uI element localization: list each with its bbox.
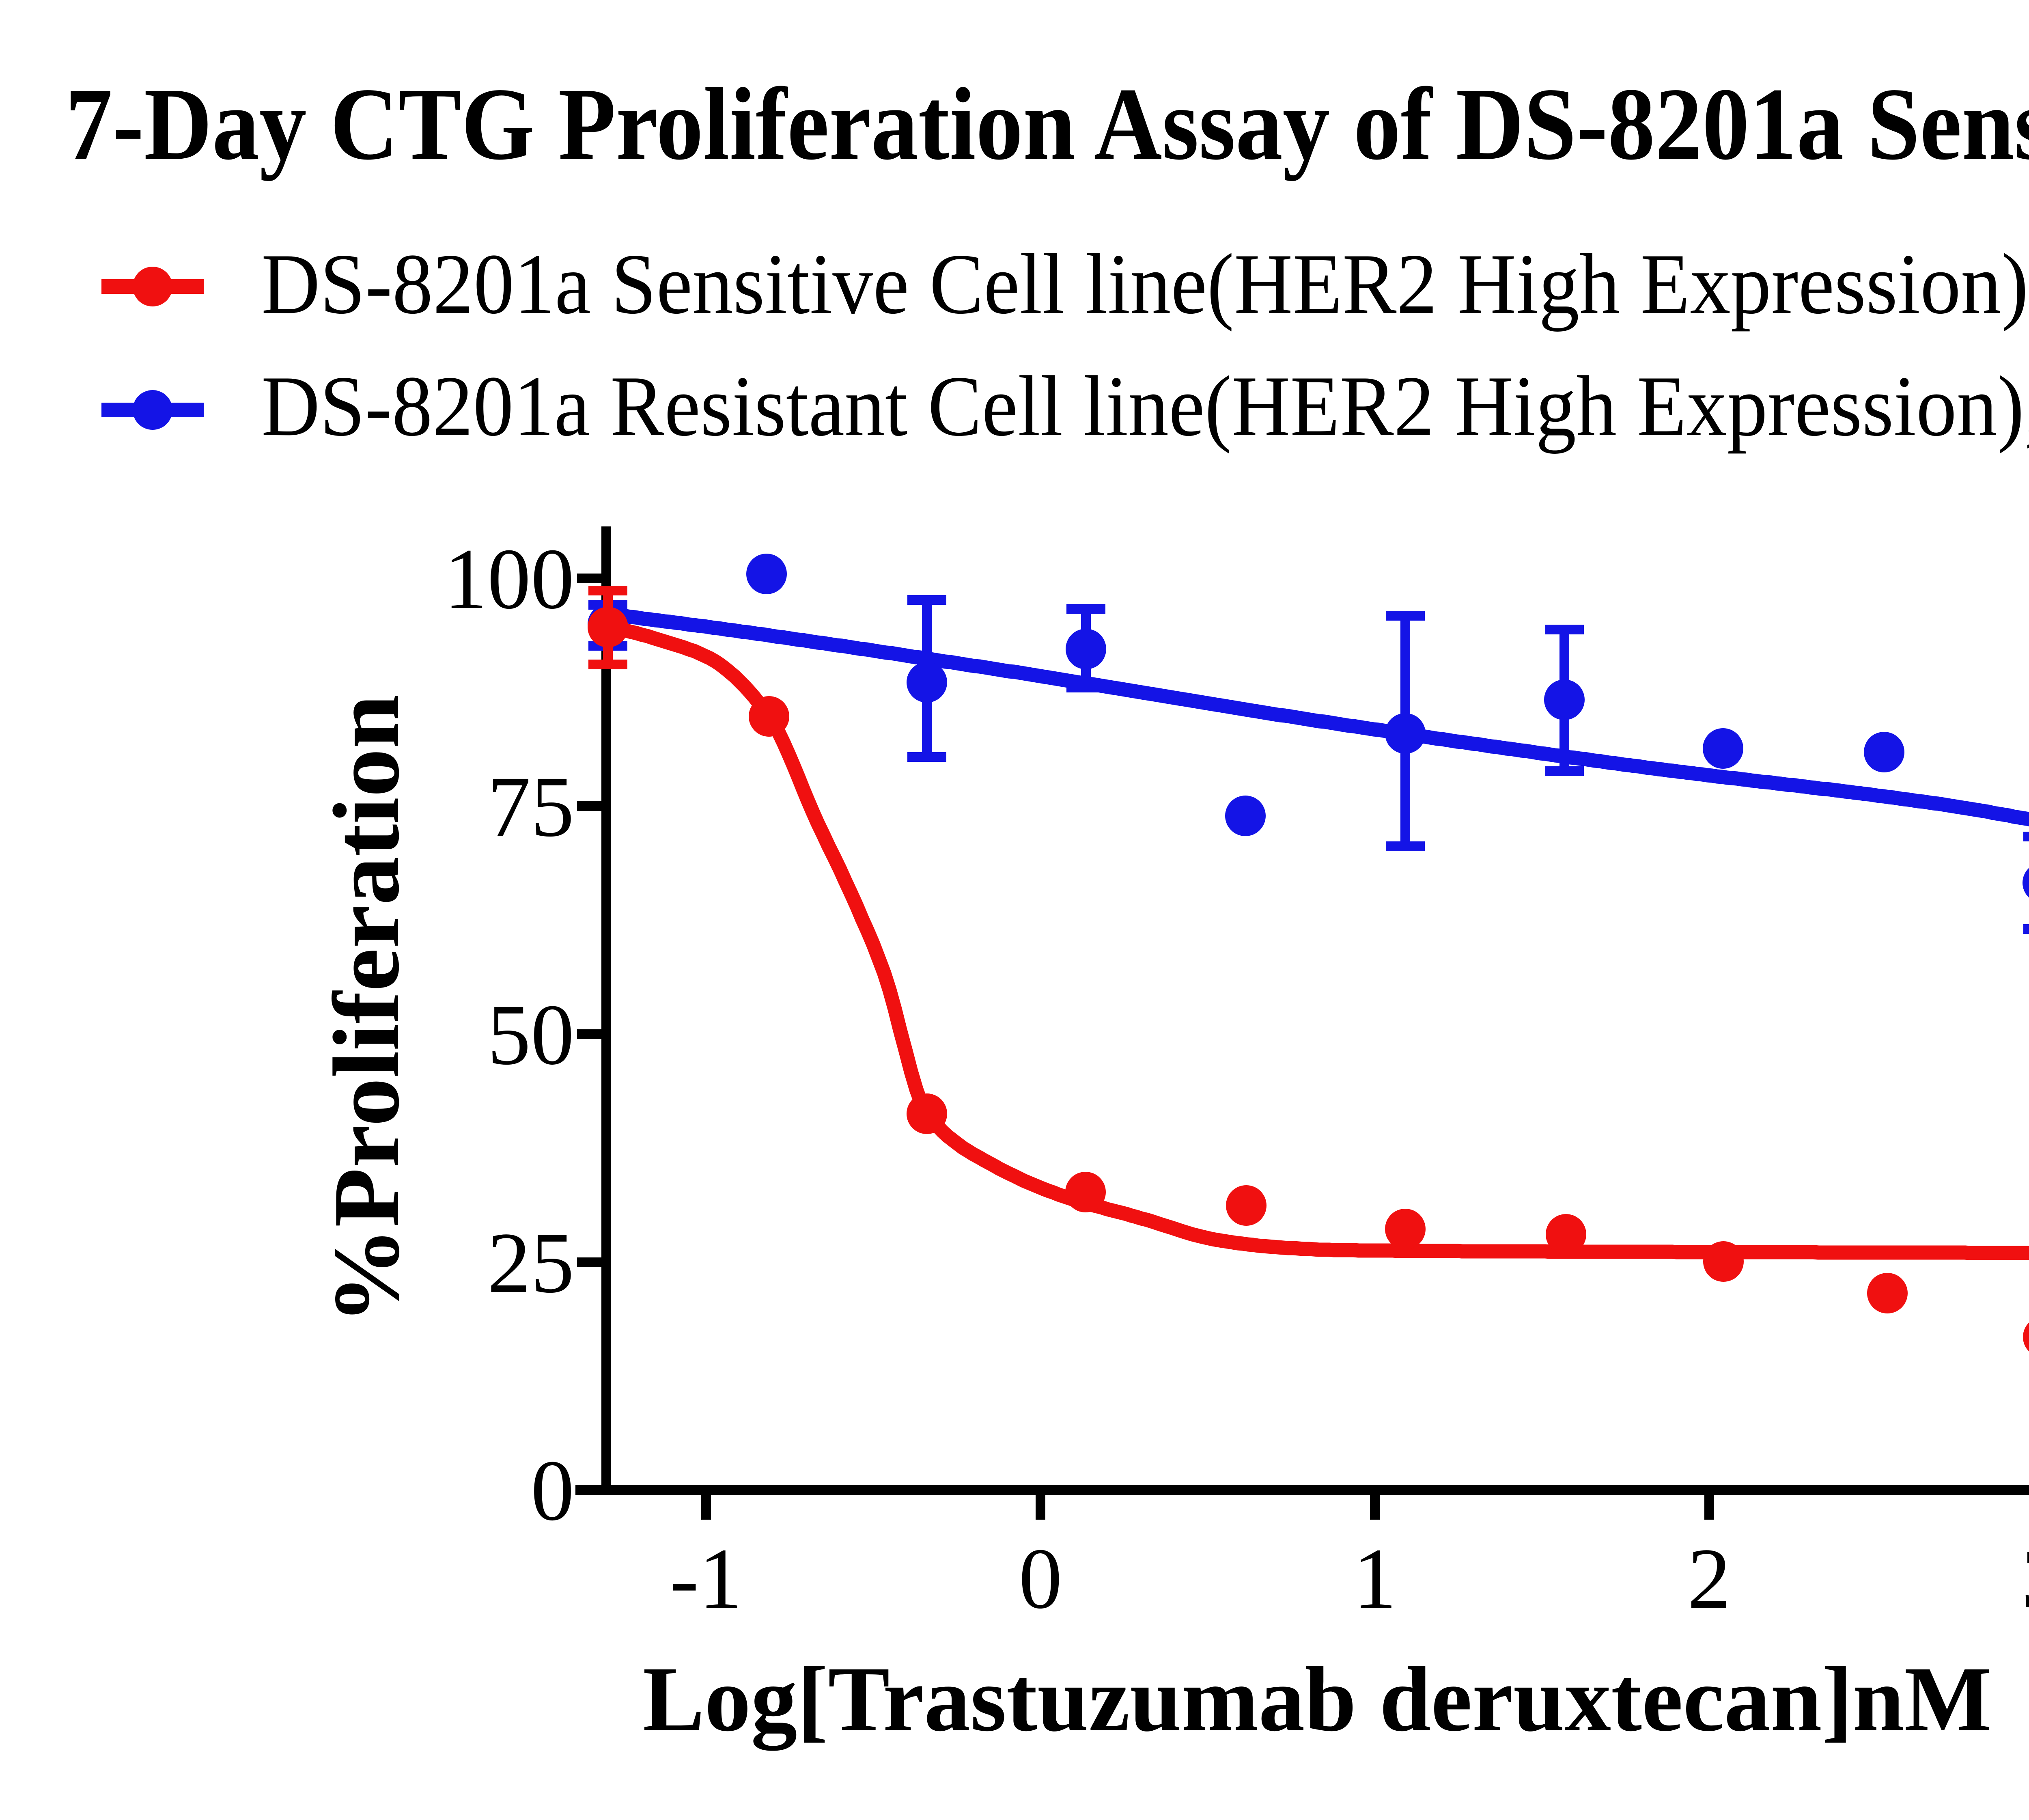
svg-text:-1: -1 <box>670 1531 742 1627</box>
svg-text:0: 0 <box>1019 1531 1062 1627</box>
svg-text:75: 75 <box>487 759 574 855</box>
svg-text:1: 1 <box>1353 1531 1397 1627</box>
svg-text:0: 0 <box>531 1443 574 1539</box>
svg-text:2: 2 <box>1688 1531 1731 1627</box>
svg-text:3: 3 <box>2022 1531 2029 1627</box>
svg-text:Log[Trastuzumab deruxtecan]nM: Log[Trastuzumab deruxtecan]nM <box>643 1647 1992 1751</box>
svg-text:7-Day CTG Proliferation Assay: 7-Day CTG Proliferation Assay of DS-8201… <box>65 67 2029 181</box>
svg-text:50: 50 <box>487 987 574 1083</box>
svg-text:DS-8201a Resistant Cell line(H: DS-8201a Resistant Cell line(HER2 High E… <box>261 358 2029 454</box>
svg-text:%Proliferation: %Proliferation <box>314 694 419 1324</box>
svg-text:100: 100 <box>444 531 574 627</box>
svg-text:DS-8201a Sensitive Cell line(H: DS-8201a Sensitive Cell line(HER2 High E… <box>261 236 2029 332</box>
svg-text:25: 25 <box>487 1215 574 1311</box>
